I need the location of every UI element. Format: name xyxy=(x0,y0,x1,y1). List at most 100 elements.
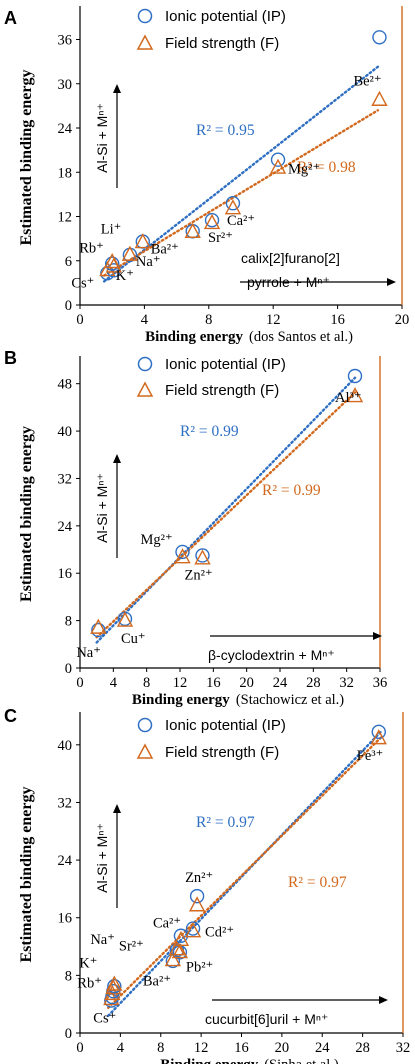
x-axis-label-bold: Binding energy xyxy=(132,692,230,708)
legend-ip-marker xyxy=(137,717,153,733)
x-tick-label: 32 xyxy=(339,675,354,691)
y-axis-label: Estimated binding energy xyxy=(18,426,35,602)
x-tick-label: 28 xyxy=(306,675,321,691)
point-ip xyxy=(204,212,220,228)
point-f xyxy=(104,253,121,269)
point-ip xyxy=(225,196,241,211)
point-f xyxy=(134,233,151,249)
x-tick-label: 12 xyxy=(173,675,188,691)
annot-x-text: calix[2]furano[2] xyxy=(241,250,340,266)
legend-f-label: Field strength (F) xyxy=(165,382,279,399)
annot-x-arrowhead xyxy=(373,632,382,640)
ion-label: Na⁺ xyxy=(136,254,161,270)
ion-label: Ca²⁺ xyxy=(153,916,181,932)
point-f xyxy=(184,222,201,238)
point-f xyxy=(106,975,123,991)
x-tick-label: 36 xyxy=(373,675,388,691)
y-tick-label: 30 xyxy=(58,77,73,93)
trendline-f xyxy=(95,391,357,639)
y-tick-label: 24 xyxy=(58,853,73,869)
point-f xyxy=(90,618,107,634)
ion-label: K⁺ xyxy=(79,956,97,972)
chart-panel-a: A 0 6 12 18 24 30 36 0 4 8 12 16 20 Binding energy (dos… xyxy=(4,6,409,345)
ion-label: Rb⁺ xyxy=(79,240,104,256)
trendline-ip xyxy=(95,376,357,644)
point-f xyxy=(174,548,191,564)
trendline-f xyxy=(107,736,382,1009)
ion-label: Al³⁺ xyxy=(335,390,362,406)
ion-label: Zn²⁺ xyxy=(185,870,213,886)
point-f xyxy=(371,90,388,106)
point-ip xyxy=(189,888,205,904)
point-ip xyxy=(173,928,189,943)
ion-label: Sr²⁺ xyxy=(208,230,233,246)
trendline-ip xyxy=(102,65,380,283)
x-axis-label: Binding energy (Sinha et al.) xyxy=(160,1057,339,1064)
legend-ip-marker xyxy=(137,8,153,24)
ion-label: Ba²⁺ xyxy=(143,974,171,990)
x-tick-label: 20 xyxy=(395,312,410,328)
annot-y-arrowhead xyxy=(113,84,121,93)
y-tick-label: 0 xyxy=(65,298,72,314)
ion-label: Na⁺ xyxy=(76,645,101,661)
x-tick-label: 16 xyxy=(206,675,221,691)
annot-x-arrowhead xyxy=(379,996,388,1004)
x-tick-label: 20 xyxy=(239,675,254,691)
x-axis-label: Binding energy (Stachowicz et al.) xyxy=(132,692,344,708)
panel-letter: B xyxy=(4,348,17,368)
legend-ip-label: Ionic potential (IP) xyxy=(165,717,286,734)
y-tick-label: 0 xyxy=(65,661,72,677)
legend-f-label: Field strength (F) xyxy=(165,744,279,761)
annot-y-text: Al-Si + Mⁿ⁺ xyxy=(94,473,110,543)
legend-ip-label: Ionic potential (IP) xyxy=(165,8,286,25)
ion-label: Ba²⁺ xyxy=(151,241,179,257)
r2-ip-label: R² = 0.99 xyxy=(180,423,239,440)
point-ip xyxy=(104,256,120,271)
x-tick-label: 32 xyxy=(396,1040,411,1056)
x-axis-label-ref: (dos Santos et al.) xyxy=(249,329,353,345)
x-tick-label: 12 xyxy=(266,312,281,328)
ion-label: Cs⁺ xyxy=(71,276,94,292)
ion-label: Zn²⁺ xyxy=(185,567,213,583)
ion-label: Na⁺ xyxy=(90,932,115,948)
chart-panel-c: C 0 8 16 24 32 40 0 4 8 12 16 20 24 28 32 Binding energy… xyxy=(4,706,410,1064)
ion-label: Cd²⁺ xyxy=(205,925,234,941)
x-tick-label: 8 xyxy=(157,1040,164,1056)
r2-f-label: R² = 0.97 xyxy=(288,874,347,891)
x-tick-label: 20 xyxy=(275,1040,290,1056)
legend-f-label: Field strength (F) xyxy=(165,35,279,52)
point-f xyxy=(188,896,206,912)
x-tick-label: 8 xyxy=(205,312,212,328)
point-f xyxy=(164,951,182,967)
r2-ip-label: R² = 0.97 xyxy=(196,814,255,831)
legend-f-marker xyxy=(136,743,154,759)
point-f xyxy=(168,940,186,956)
point-f xyxy=(171,943,189,959)
point-ip xyxy=(195,548,210,563)
x-axis-label: Binding energy (dos Santos et al.) xyxy=(145,329,353,345)
y-tick-label: 12 xyxy=(58,210,73,226)
ion-label: Rb⁺ xyxy=(77,975,102,991)
r2-f-label: R² = 0.99 xyxy=(262,482,321,499)
ion-label: Mg²⁺ xyxy=(288,162,320,178)
x-axis-label-ref: (Stachowicz et al.) xyxy=(236,692,344,708)
y-axis-label: Estimated binding energy xyxy=(18,69,35,245)
ion-label: Mg²⁺ xyxy=(141,532,173,548)
r2-f-label: R² = 0.98 xyxy=(297,159,356,176)
y-tick-label: 48 xyxy=(58,377,73,393)
r2-ip-label: R² = 0.95 xyxy=(196,122,255,139)
point-ip xyxy=(372,30,387,45)
y-tick-label: 24 xyxy=(58,121,73,137)
ion-label: Ca²⁺ xyxy=(227,213,255,229)
y-tick-label: 40 xyxy=(58,424,73,440)
ion-label: Cs⁺ xyxy=(93,1010,116,1026)
annot-x-text: cucurbit[6]uril + Mⁿ⁺ xyxy=(205,1011,328,1027)
point-f xyxy=(105,979,122,995)
x-tick-label: 28 xyxy=(355,1040,370,1056)
y-tick-label: 32 xyxy=(58,795,73,811)
legend-ip-marker xyxy=(137,356,153,372)
point-f xyxy=(99,261,116,277)
ion-label: Cu⁺ xyxy=(121,631,146,647)
trendline-ip xyxy=(107,730,382,1017)
